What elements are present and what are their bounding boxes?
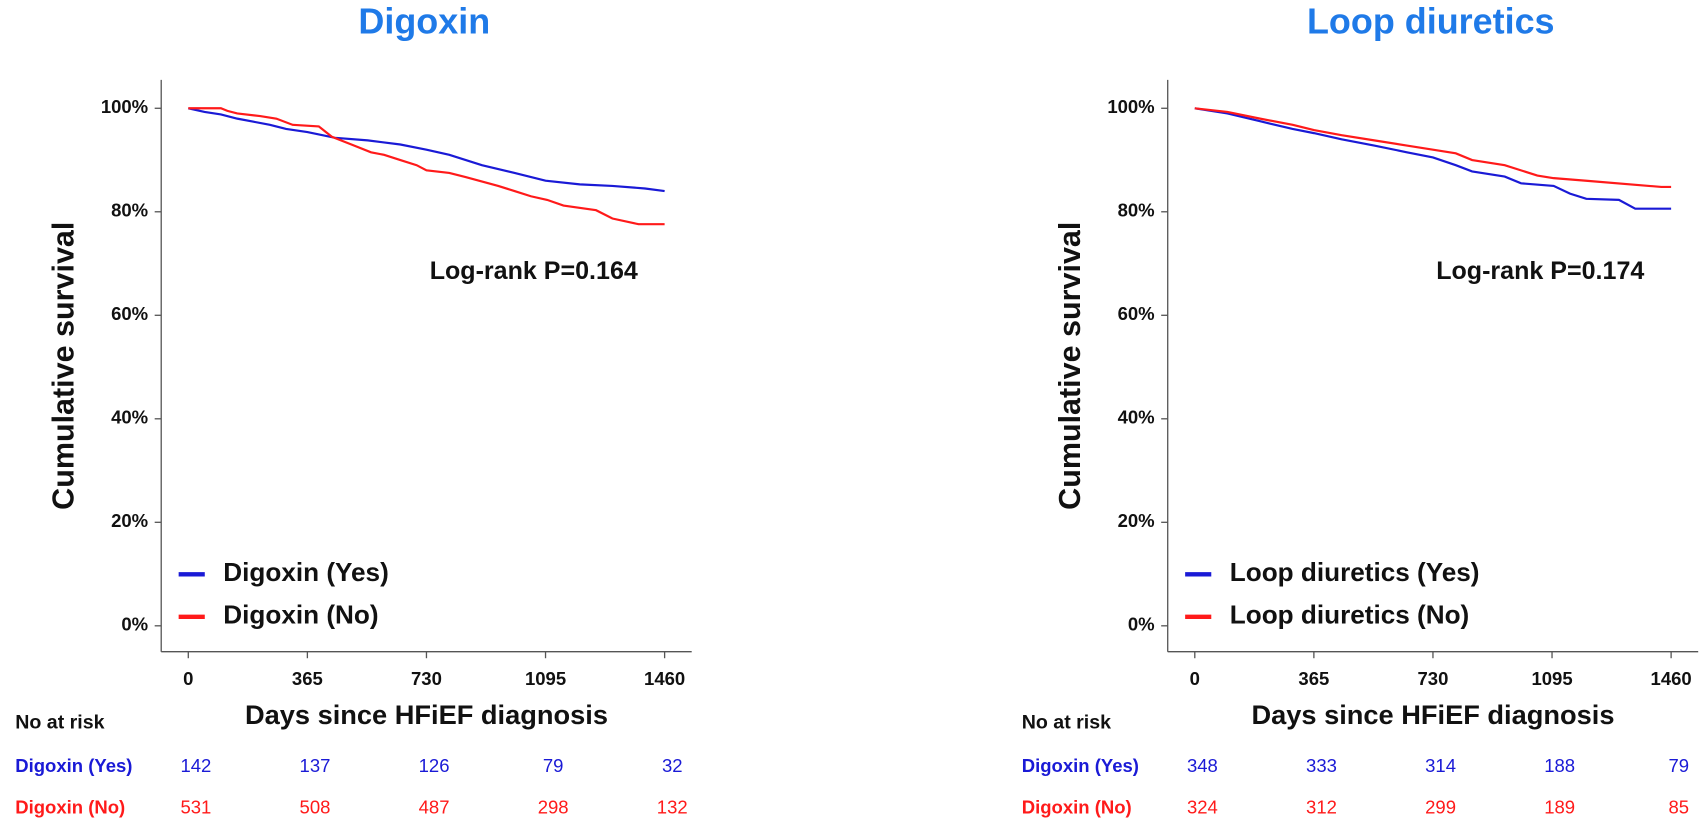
y-tick-label: 100%: [1107, 96, 1154, 117]
x-tick-label: 730: [411, 668, 442, 689]
survival-curve: [1194, 107, 1672, 189]
y-tick-label: 0%: [1128, 614, 1155, 635]
y-tick-label: 60%: [1118, 303, 1155, 324]
survival-curve: [188, 107, 665, 193]
annotation: Log-rank P=0.164: [430, 257, 638, 285]
risk-count: 314: [1425, 755, 1456, 776]
x-tick-label: 365: [292, 668, 323, 689]
risk-count: 142: [180, 755, 211, 776]
risk-row-label: Digoxin (Yes): [15, 755, 132, 776]
x-axis-label: Days since HFiEF diagnosis: [1251, 699, 1614, 730]
risk-count: 126: [419, 755, 450, 776]
panel: Digoxin 0% 20% 40% 60% 80% 100% 0 365 730 1095 1460…: [15, 1, 692, 817]
risk-count: 531: [180, 796, 211, 817]
chart-title: Digoxin: [358, 1, 490, 42]
x-tick-label: 1095: [525, 668, 566, 689]
risk-count: 508: [300, 796, 331, 817]
legend-label: Loop diuretics (Yes): [1230, 557, 1480, 587]
risk-count: 324: [1187, 796, 1218, 817]
x-tick-label: 365: [1298, 668, 1329, 689]
x-tick-label: 1095: [1531, 668, 1572, 689]
risk-count: 79: [543, 755, 564, 776]
risk-count: 487: [419, 796, 450, 817]
y-tick-label: 80%: [111, 200, 148, 221]
risk-table-title: No at risk: [1022, 712, 1111, 734]
y-axis-label: Cumulative survival: [1053, 222, 1087, 510]
risk-count: 137: [300, 755, 331, 776]
y-tick-label: 40%: [1118, 407, 1155, 428]
risk-count: 298: [538, 796, 569, 817]
risk-count: 32: [662, 755, 683, 776]
risk-count: 312: [1306, 796, 1337, 817]
risk-table-title: No at risk: [15, 712, 104, 734]
risk-count: 188: [1544, 755, 1575, 776]
y-tick-label: 60%: [111, 303, 148, 324]
chart-title: Loop diuretics: [1307, 1, 1555, 42]
risk-count: 85: [1668, 796, 1689, 817]
y-tick-label: 20%: [111, 510, 148, 531]
x-tick-label: 0: [183, 668, 193, 689]
y-tick-label: 40%: [111, 407, 148, 428]
risk-count: 132: [657, 796, 688, 817]
risk-row-label: Digoxin (No): [15, 796, 125, 817]
y-tick-label: 80%: [1118, 200, 1155, 221]
annotation: Log-rank P=0.174: [1436, 257, 1644, 285]
legend-label: Loop diuretics (No): [1230, 600, 1469, 630]
risk-count: 348: [1187, 755, 1218, 776]
y-axis-label: Cumulative survival: [46, 222, 80, 510]
x-tick-label: 0: [1190, 668, 1200, 689]
risk-row-label: Digoxin (Yes): [1022, 755, 1139, 776]
risk-count: 79: [1668, 755, 1689, 776]
survival-curve: [188, 107, 665, 226]
panel: Loop diuretics 0% 20% 40% 60% 80% 100% 0 365 730 1…: [1022, 1, 1699, 817]
x-axis-label: Days since HFiEF diagnosis: [245, 699, 608, 730]
risk-count: 299: [1425, 796, 1456, 817]
risk-row-label: Digoxin (No): [1022, 796, 1132, 817]
x-tick-label: 1460: [644, 668, 685, 689]
y-tick-label: 0%: [121, 614, 148, 635]
risk-count: 189: [1544, 796, 1575, 817]
y-tick-label: 20%: [1118, 510, 1155, 531]
y-tick-label: 100%: [101, 96, 148, 117]
risk-count: 333: [1306, 755, 1337, 776]
x-tick-label: 1460: [1651, 668, 1692, 689]
x-tick-label: 730: [1418, 668, 1449, 689]
legend-label: Digoxin (Yes): [223, 557, 389, 587]
legend-label: Digoxin (No): [223, 600, 378, 630]
survival-curve: [1194, 107, 1672, 210]
